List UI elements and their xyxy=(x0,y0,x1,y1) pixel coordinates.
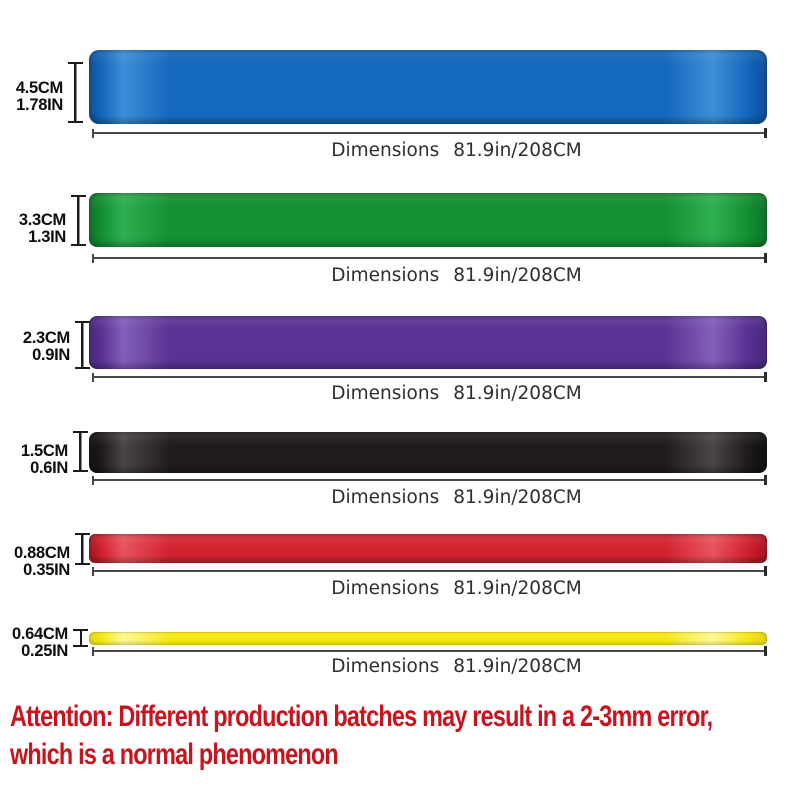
dimensions-value: 81.9in/208CM xyxy=(453,487,582,508)
resistance-band-black xyxy=(89,432,767,473)
band-width-label: 1.5CM 0.6IN xyxy=(0,443,68,477)
width-cm-value: 0.88CM xyxy=(14,544,70,562)
resistance-band-purple xyxy=(89,316,767,369)
attention-note: Attention: Different production batches … xyxy=(10,698,713,774)
width-measure-bracket xyxy=(68,62,83,123)
width-measure-bracket xyxy=(71,195,86,246)
resistance-band-yellow xyxy=(89,632,767,645)
resistance-band-blue xyxy=(89,50,767,124)
dimensions-caption: Dimensions 81.9in/208CM xyxy=(119,383,794,404)
width-cm-value: 1.5CM xyxy=(20,442,68,460)
dimensions-value: 81.9in/208CM xyxy=(453,578,582,599)
width-in-value: 0.9IN xyxy=(32,346,70,364)
dimensions-value: 81.9in/208CM xyxy=(453,383,582,404)
dimensions-label: Dimensions xyxy=(331,487,440,508)
width-measure-bracket xyxy=(73,629,88,647)
width-measure-bracket xyxy=(75,533,90,565)
dimensions-value: 81.9in/208CM xyxy=(453,140,582,161)
resistance-band-green xyxy=(89,193,767,247)
band-width-label: 0.64CM 0.25IN xyxy=(0,626,68,660)
attention-line-2: which is a normal phenomenon xyxy=(10,738,339,771)
band-width-label: 4.5CM 1.78IN xyxy=(0,80,63,114)
length-dimension-line xyxy=(92,566,767,576)
width-in-value: 0.6IN xyxy=(30,459,68,477)
length-dimension-line xyxy=(92,475,767,485)
width-cm-value: 4.5CM xyxy=(15,79,63,97)
width-cm-value: 0.64CM xyxy=(12,625,68,643)
dimensions-label: Dimensions xyxy=(331,383,440,404)
dimensions-label: Dimensions xyxy=(331,265,440,286)
band-width-label: 0.88CM 0.35IN xyxy=(0,545,70,579)
dimensions-caption: Dimensions 81.9in/208CM xyxy=(119,140,794,161)
width-cm-value: 3.3CM xyxy=(18,211,66,229)
band-width-label: 3.3CM 1.3IN xyxy=(0,212,66,246)
width-measure-bracket xyxy=(73,431,88,472)
length-dimension-line xyxy=(92,128,767,138)
band-width-label: 2.3CM 0.9IN xyxy=(0,330,70,364)
width-cm-value: 2.3CM xyxy=(22,329,70,347)
dimensions-caption: Dimensions 81.9in/208CM xyxy=(119,656,794,677)
length-dimension-line xyxy=(92,372,767,382)
width-in-value: 1.78IN xyxy=(16,96,63,114)
resistance-band-red xyxy=(89,534,767,563)
dimensions-label: Dimensions xyxy=(331,578,440,599)
width-in-value: 0.25IN xyxy=(21,642,68,660)
dimensions-caption: Dimensions 81.9in/208CM xyxy=(119,487,794,508)
dimensions-caption: Dimensions 81.9in/208CM xyxy=(119,265,794,286)
dimensions-label: Dimensions xyxy=(331,140,440,161)
dimensions-caption: Dimensions 81.9in/208CM xyxy=(119,578,794,599)
width-in-value: 0.35IN xyxy=(23,561,70,579)
length-dimension-line xyxy=(92,253,767,263)
dimensions-value: 81.9in/208CM xyxy=(453,656,582,677)
attention-line-1: Attention: Different production batches … xyxy=(10,700,713,733)
width-in-value: 1.3IN xyxy=(28,228,66,246)
length-dimension-line xyxy=(92,646,767,656)
dimensions-value: 81.9in/208CM xyxy=(453,265,582,286)
dimensions-label: Dimensions xyxy=(331,656,440,677)
width-measure-bracket xyxy=(75,321,90,369)
